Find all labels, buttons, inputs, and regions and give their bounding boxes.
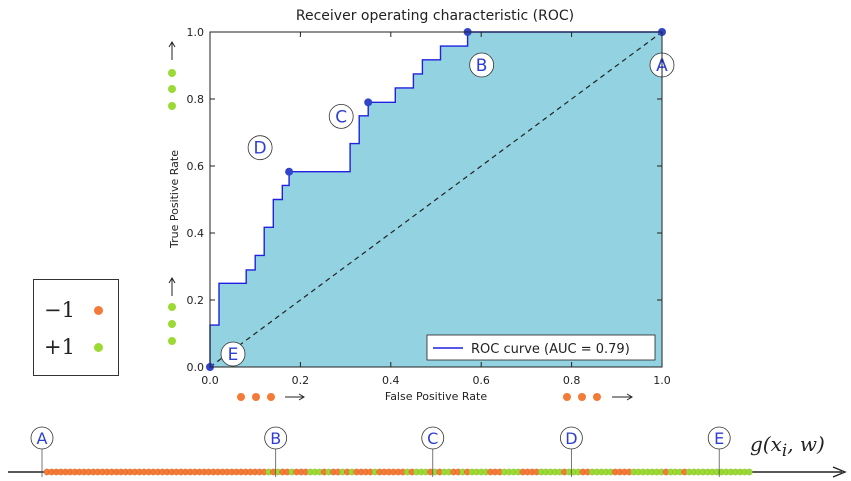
y-tick-label: 1.0	[187, 26, 205, 39]
plot-frame	[209, 31, 663, 368]
score-pos-dot	[745, 468, 753, 476]
threshold-circle-a	[30, 426, 54, 450]
roc-legend: ROC curve (AUC = 0.79)	[426, 334, 656, 361]
y-pos-dot	[168, 102, 176, 110]
marker-point-c	[364, 98, 373, 107]
class-pos-label: +1	[44, 335, 75, 359]
x-neg-dot	[563, 393, 571, 401]
class-neg-dot	[94, 306, 103, 315]
y-pos-dot	[168, 69, 176, 77]
y-pos-dot	[168, 303, 176, 311]
x-tick-label: 0.6	[472, 374, 490, 387]
x-neg-dot	[578, 393, 586, 401]
y-pos-dot	[168, 320, 176, 328]
roc-curve-line	[209, 31, 662, 367]
x-tick-label: 0.0	[201, 374, 219, 387]
y-arrow-top-head	[168, 41, 176, 48]
threshold-circle-d	[559, 426, 583, 450]
score-axis: A B C D E	[8, 426, 847, 478]
threshold-circle-c	[421, 426, 445, 450]
x-arrow-left-head	[298, 393, 305, 401]
marker-label-d: D	[254, 139, 267, 159]
y-pos-dot	[168, 85, 176, 93]
score-function-label: g(xi, w)	[750, 432, 825, 460]
x-axis-label: False Positive Rate	[385, 390, 487, 403]
y-arrow-bottom-head	[168, 277, 176, 284]
y-tick-label: 0.0	[187, 361, 205, 374]
score-axis-arrowhead	[832, 466, 847, 478]
y-tick-label: 0.6	[187, 160, 205, 173]
threshold-label-c: C	[427, 429, 438, 448]
y-tick-label: 0.4	[187, 227, 205, 240]
x-neg-dot	[593, 393, 601, 401]
marker-circle-d	[247, 135, 273, 161]
x-neg-dot	[252, 393, 260, 401]
x-arrow-right-head	[626, 393, 633, 401]
x-tick-label: 1.0	[653, 374, 671, 387]
class-neg-label: −1	[44, 298, 75, 322]
side-dot-annotations	[168, 41, 633, 401]
x-neg-dot	[267, 393, 275, 401]
marker-label-c: C	[335, 107, 347, 127]
class-pos-dot	[94, 343, 103, 352]
threshold-label-b: B	[270, 429, 281, 448]
threshold-circle-b	[264, 426, 288, 450]
threshold-circle-e	[707, 426, 731, 450]
chart-title: Receiver operating characteristic (ROC)	[296, 8, 574, 24]
threshold-label-d: D	[565, 429, 577, 448]
roc-axes: 0.0 0.2 0.4 0.6 0.8 1.0 0.0 0.2 0.4 0.6 0.8 1.0	[187, 26, 671, 387]
x-tick-label: 0.8	[563, 374, 581, 387]
marker-point-d	[285, 167, 294, 176]
x-tick-label: 0.4	[382, 374, 400, 387]
y-tick-label: 0.8	[187, 93, 205, 106]
y-tick-label: 0.2	[187, 294, 205, 307]
legend-label: ROC curve (AUC = 0.79)	[471, 342, 630, 357]
diagonal-line	[209, 31, 663, 368]
threshold-label-e: E	[714, 429, 724, 448]
y-pos-dot	[168, 337, 176, 345]
y-axis-label: True Positive Rate	[168, 150, 181, 249]
x-tick-label: 0.2	[292, 374, 310, 387]
marker-label-e: E	[228, 345, 239, 365]
x-neg-dot	[237, 393, 245, 401]
threshold-label-a: A	[37, 429, 48, 448]
marker-circle-c	[328, 103, 354, 129]
legend-frame	[426, 334, 656, 361]
class-legend: −1 +1	[33, 279, 119, 376]
marker-circle-b	[469, 52, 495, 78]
marker-circle-e	[220, 341, 246, 367]
marker-label-b: B	[476, 56, 488, 76]
